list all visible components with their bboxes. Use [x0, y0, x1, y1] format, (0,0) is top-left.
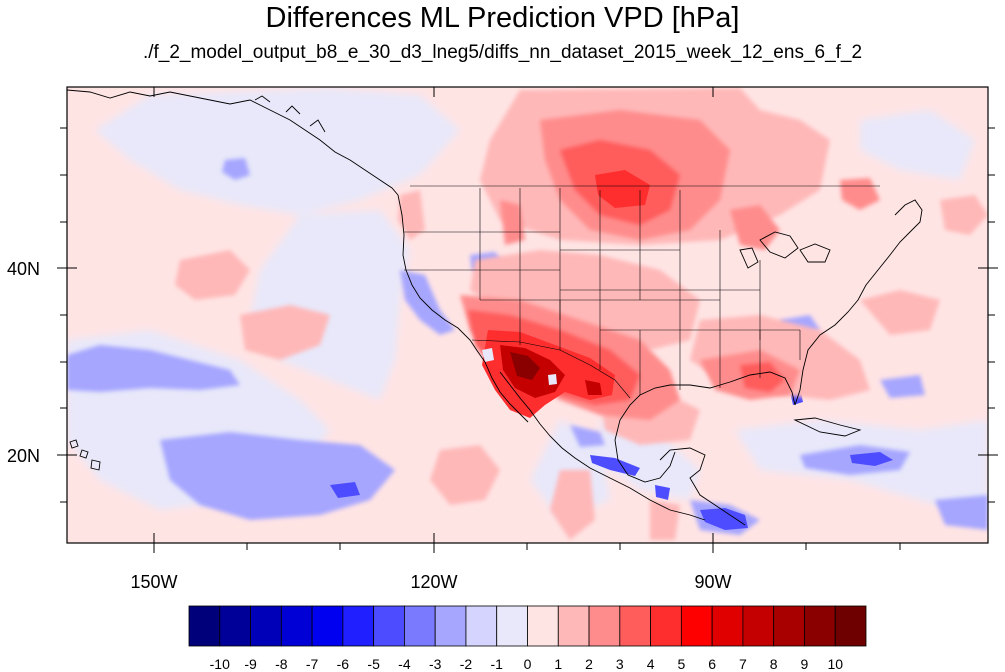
colorbar-swatch [588, 605, 621, 647]
colorbar-swatch [804, 605, 836, 647]
colorbar-label: 10 [827, 656, 843, 672]
map-plot-area [67, 87, 988, 543]
colorbar-swatch [219, 605, 251, 647]
lon-label-150w: 150W [130, 572, 177, 592]
colorbar-swatch [373, 605, 405, 647]
colorbar-swatch [742, 605, 775, 647]
field-extreme-positive [500, 345, 602, 398]
colorbar-label: 8 [770, 656, 778, 672]
colorbar-label: 2 [585, 656, 593, 672]
colorbar-swatch [680, 605, 713, 647]
colorbar-label: 6 [708, 656, 716, 672]
lon-label-120w: 120W [410, 572, 457, 592]
colorbar-swatch [465, 605, 498, 647]
colorbar-swatch [527, 605, 559, 647]
colorbar-swatch [711, 605, 744, 647]
colorbar-label: -10 [210, 656, 230, 672]
colorbar-swatch [773, 605, 805, 647]
colorbar-label: -9 [244, 656, 257, 672]
political-borders [404, 185, 880, 399]
colorbar-swatch [404, 605, 436, 647]
colorbar-swatch [650, 605, 682, 647]
coastlines [67, 89, 923, 526]
colorbar-label: 3 [616, 656, 624, 672]
colorbar-label: 9 [801, 656, 809, 672]
colorbar-swatch [834, 605, 867, 647]
colorbar-swatch [557, 605, 590, 647]
colorbar-label: 4 [647, 656, 655, 672]
outer-ticks [57, 127, 998, 553]
colorbar-swatch [434, 605, 467, 647]
colorbar-label: -7 [306, 656, 319, 672]
colorbar-label: 7 [739, 656, 747, 672]
map-title: Differences ML Prediction VPD [hPa] [265, 2, 740, 34]
colorbar-swatch [496, 605, 528, 647]
colorbar-label: 5 [677, 656, 685, 672]
colorbar-swatch [280, 605, 313, 647]
colorbar [188, 605, 867, 647]
map-subtitle: ./f_2_model_output_b8_e_30_d3_lneg5/diff… [142, 42, 863, 63]
colorbar-label: -3 [429, 656, 442, 672]
colorbar-label: -5 [367, 656, 380, 672]
colorbar-label: 1 [554, 656, 562, 672]
field-near-zero-spots [482, 348, 557, 385]
colorbar-swatch [250, 605, 282, 647]
colorbar-labels: -10 -9 -8 -7 -6 -5 -4 -3 -2 -1 0 1 2 3 4 5 6 7 8 9 10 [210, 656, 844, 672]
lat-label-40n: 40N [7, 259, 40, 279]
inner-ticks [67, 87, 988, 543]
colorbar-swatch [619, 605, 651, 647]
colorbar-label: -1 [491, 656, 504, 672]
colorbar-label: -6 [337, 656, 350, 672]
colorbar-label: -4 [398, 656, 411, 672]
colorbar-swatch [188, 605, 221, 647]
colorbar-label: -8 [275, 656, 288, 672]
colorbar-swatch [342, 605, 375, 647]
colorbar-swatch [311, 605, 344, 647]
colorbar-label: 0 [524, 656, 532, 672]
lon-label-90w: 90W [694, 572, 731, 592]
colorbar-label: -2 [460, 656, 473, 672]
lat-label-20n: 20N [7, 446, 40, 466]
